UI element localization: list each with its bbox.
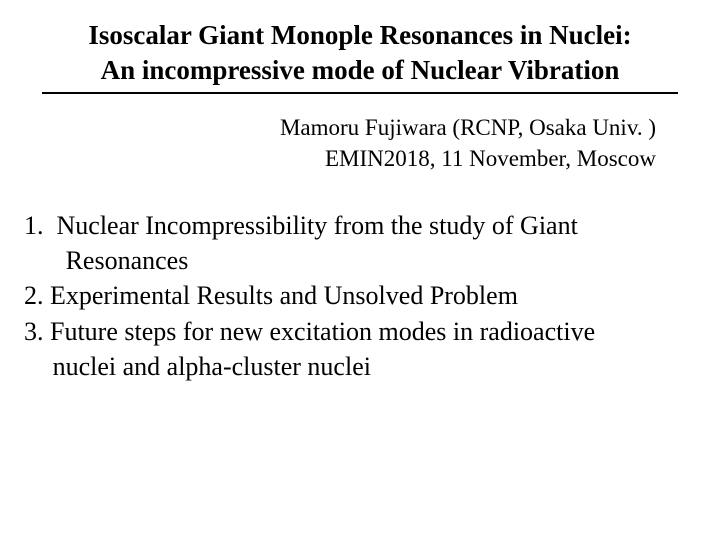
slide: Isoscalar Giant Monople Resonances in Nu… <box>0 0 720 540</box>
outline-item: 2. Experimental Results and Unsolved Pro… <box>24 278 688 313</box>
title-line-1: Isoscalar Giant Monople Resonances in Nu… <box>88 20 631 50</box>
outline-text: Experimental Results and Unsolved Proble… <box>50 281 518 310</box>
outline-item: 1. Nuclear Incompressibility from the st… <box>24 208 688 278</box>
outline-list: 1. Nuclear Incompressibility from the st… <box>24 208 696 383</box>
outline-text-cont: Resonances <box>66 246 189 275</box>
outline-text-cont: nuclei and alpha-cluster nuclei <box>53 352 371 381</box>
event-line: EMIN2018, 11 November, Moscow <box>325 146 656 171</box>
byline: Mamoru Fujiwara (RCNP, Osaka Univ. ) EMI… <box>24 112 696 174</box>
outline-text: Nuclear Incompressibility from the study… <box>57 211 578 240</box>
slide-title: Isoscalar Giant Monople Resonances in Nu… <box>42 18 678 94</box>
outline-num: 1. <box>24 211 44 240</box>
title-line-2: An incompressive mode of Nuclear Vibrati… <box>101 55 620 85</box>
author-line: Mamoru Fujiwara (RCNP, Osaka Univ. ) <box>280 115 656 140</box>
outline-text: Future steps for new excitation modes in… <box>50 317 595 346</box>
outline-num: 2. <box>24 281 44 310</box>
outline-num: 3. <box>24 317 44 346</box>
outline-item: 3. Future steps for new excitation modes… <box>24 314 688 384</box>
